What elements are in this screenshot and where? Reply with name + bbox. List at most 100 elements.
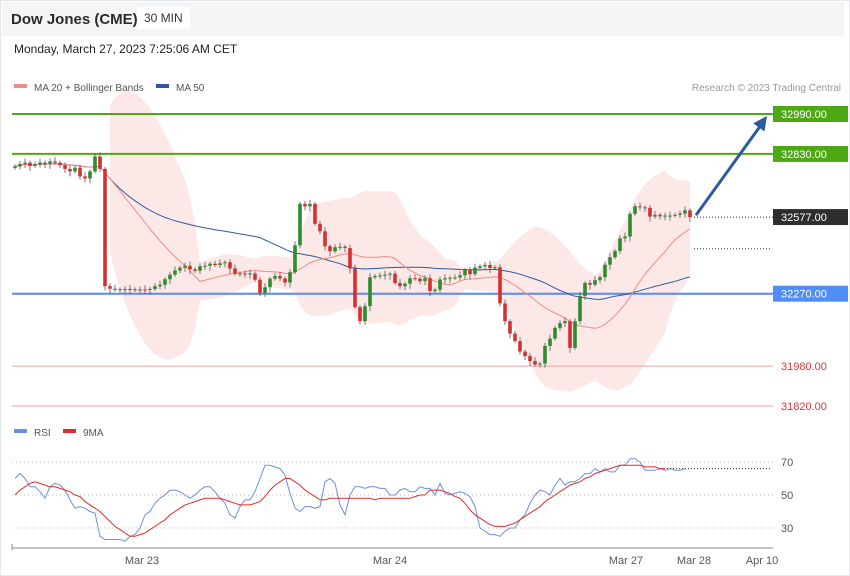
candle-body: [88, 171, 92, 179]
candle-body: [628, 213, 632, 237]
candle-body: [223, 262, 227, 264]
rsi-legend-swatch: [14, 429, 27, 433]
candle-body: [503, 303, 507, 322]
candle-body: [678, 213, 682, 215]
candle-body: [283, 278, 287, 283]
candle-body: [143, 289, 147, 291]
candle-body: [118, 289, 122, 291]
candle-body: [153, 286, 157, 289]
candle-body: [493, 267, 497, 269]
ma20-legend-swatch: [14, 84, 27, 88]
forecast-arrow-shaft: [694, 124, 763, 216]
candle-body: [268, 278, 272, 288]
candle-body: [368, 277, 372, 307]
level-tag-32270: [773, 285, 848, 302]
candle-body: [373, 275, 377, 278]
candle-body: [348, 248, 352, 269]
time-tick-label: Mar 27: [609, 555, 643, 567]
level-tag-32830: [773, 145, 848, 162]
price-panel: 32990.00 32830.00 32270.00 31980.00 31820.00…: [12, 91, 848, 413]
candle-body: [538, 363, 542, 365]
candle-body: [273, 275, 277, 279]
candle-body: [558, 323, 562, 328]
time-tick-label: Mar 23: [125, 555, 159, 567]
candle-body: [98, 156, 102, 169]
level-tag-32990: [773, 106, 848, 122]
ma9-line: [14, 464, 665, 537]
candle-body: [548, 338, 552, 346]
ma9-legend-swatch: [63, 429, 76, 433]
candle-body: [183, 265, 187, 268]
rsi-tick-label: 30: [781, 523, 793, 535]
candle-body: [583, 282, 587, 296]
candle-body: [293, 245, 297, 273]
ma50-legend-swatch: [156, 84, 169, 88]
candle-body: [163, 279, 167, 285]
candle-body: [588, 282, 592, 285]
candle-body: [138, 289, 142, 291]
candle-body: [208, 263, 212, 266]
candle-body: [303, 203, 307, 207]
candle-body: [473, 267, 477, 275]
candle-body: [603, 264, 607, 278]
candle-body: [443, 278, 447, 280]
candle-body: [463, 269, 467, 276]
candle-body: [633, 206, 637, 214]
candle-body: [198, 266, 202, 271]
candle-body: [178, 267, 182, 271]
candle-body: [438, 279, 442, 290]
candle-body: [78, 167, 82, 177]
candle-body: [323, 231, 327, 247]
candle-body: [563, 321, 567, 324]
rsi-legend-label: RSI: [34, 428, 51, 439]
candle-body: [578, 295, 582, 322]
candle-body: [253, 273, 257, 280]
candle-body: [363, 306, 367, 322]
last-price-label: 32577.00: [781, 212, 827, 224]
instrument-title: Dow Jones (CME): [11, 11, 138, 28]
candle-body: [263, 287, 267, 293]
level-label-32270: 32270.00: [781, 289, 827, 301]
candle-body: [478, 266, 482, 268]
candle-body: [338, 246, 342, 248]
candle-body: [393, 273, 397, 283]
candle-body: [343, 246, 347, 249]
forecast-arrow-head: [753, 116, 767, 132]
candle-body: [358, 307, 362, 322]
candle-body: [413, 278, 417, 280]
candle-body: [58, 162, 62, 166]
ma50-line: [14, 163, 691, 300]
candle-body: [108, 286, 112, 289]
candle-body: [383, 274, 387, 276]
candle-body: [148, 288, 152, 290]
candle-body: [83, 176, 87, 179]
candle-body: [113, 288, 117, 290]
candle-body: [488, 264, 492, 268]
candle-body: [38, 162, 42, 165]
candle-body: [378, 275, 382, 277]
candle-body: [233, 268, 237, 274]
candle-body: [513, 333, 517, 342]
candle-body: [218, 263, 222, 265]
candle-body: [423, 278, 427, 282]
time-tick-label: Apr 10: [746, 555, 778, 567]
candle-body: [388, 273, 392, 275]
candle-body: [288, 272, 292, 283]
rsi-tick-label: 50: [781, 490, 793, 502]
report-datetime: Monday, March 27, 2023 7:25:06 AM CET: [14, 42, 238, 56]
rsi-tick-label: 70: [781, 457, 793, 469]
candle-body: [18, 163, 22, 167]
candle-body: [643, 207, 647, 209]
candle-body: [48, 161, 52, 164]
timeframe-selector[interactable]: 30 MIN: [137, 7, 190, 29]
candle-body: [313, 203, 317, 224]
candle-body: [173, 270, 177, 275]
candle-body: [103, 168, 107, 287]
candle-body: [458, 275, 462, 278]
candle-body: [523, 351, 527, 357]
research-credit: Research © 2023 Trading Central: [692, 83, 841, 94]
candle-body: [403, 283, 407, 287]
candle-body: [453, 277, 457, 279]
candle-body: [448, 277, 452, 279]
